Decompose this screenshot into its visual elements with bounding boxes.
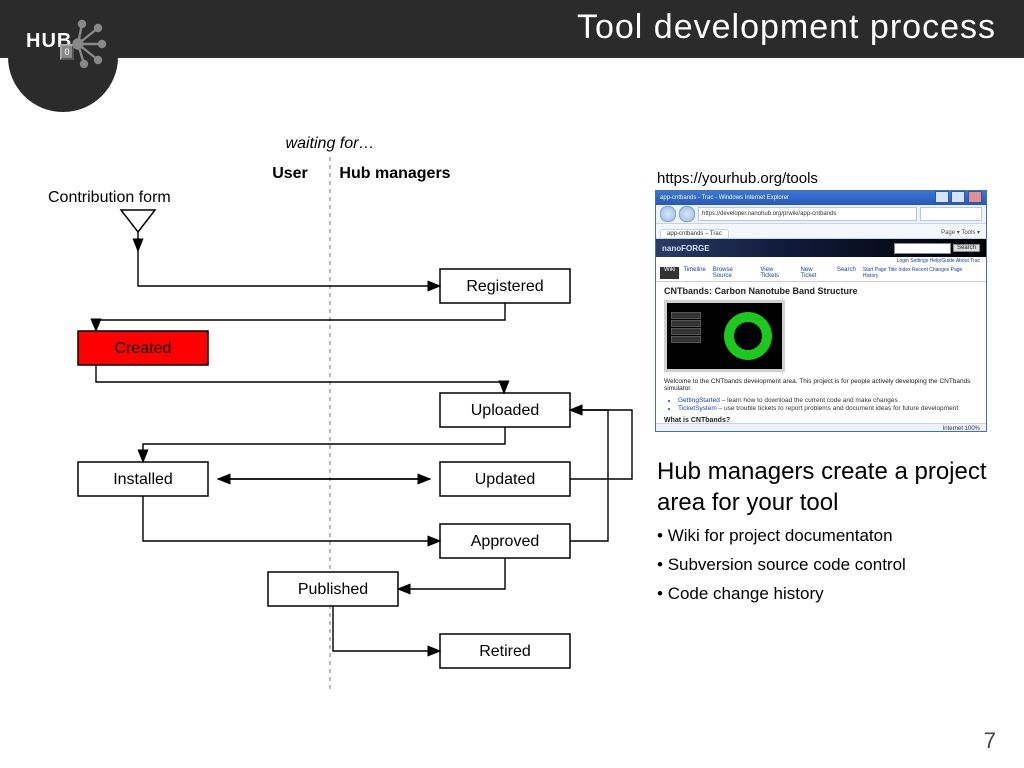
arrow (333, 606, 440, 651)
search-box (920, 207, 982, 221)
menu-browse: Browse Source (710, 267, 757, 279)
figure-controls (671, 311, 701, 344)
browser-titlebar: app-cntbands - Trac - Windows Internet E… (656, 191, 986, 205)
bullet-subversion: Subversion source code control (657, 551, 994, 580)
arrow (138, 251, 440, 286)
menu-tickets: View Tickets (757, 267, 796, 279)
node-label-uploaded: Uploaded (471, 402, 540, 419)
browser-nav-row: https://developer.nanohub.org/prwiki/app… (656, 205, 986, 224)
site-banner: nanoFORGE Search (656, 239, 986, 257)
browser-screenshot: app-cntbands - Trac - Windows Internet E… (655, 190, 987, 432)
browser-title-text: app-cntbands - Trac - Windows Internet E… (660, 195, 789, 201)
nanotube-ring-icon (724, 312, 772, 360)
close-icon (968, 191, 982, 203)
side-heading: Hub managers create a project area for y… (657, 456, 994, 518)
browser-url-caption: https://yourhub.org/tools (657, 170, 818, 187)
side-bullet-list: Wiki for project documentaton Subversion… (657, 522, 994, 609)
menu-newticket: New Ticket (798, 267, 833, 279)
arrow (96, 303, 505, 331)
forward-icon (679, 206, 695, 222)
browser-toolbar-right: Page ▾ Tools ▾ (941, 229, 980, 238)
arrow (570, 410, 632, 479)
site-search-input (894, 243, 951, 254)
menu-timeline: Timeline (680, 267, 708, 279)
link-gettingstarted: GettingStarted – learn how to download t… (678, 397, 978, 404)
menu-search: Search (834, 267, 859, 279)
node-label-registered: Registered (466, 278, 543, 295)
arrow (96, 365, 504, 393)
browser-tab: app-cntbands – Trac (660, 229, 729, 238)
arrow (398, 558, 505, 589)
site-logo-text: nanoFORGE (662, 244, 710, 253)
contribution-form-label: Contribution form (48, 189, 171, 206)
node-label-published: Published (298, 581, 368, 598)
arrow (143, 427, 505, 462)
status-text: Internet 100% (943, 426, 980, 432)
back-icon (660, 206, 676, 222)
link-ticketsystem: TicketSystem – use trouble tickets to re… (678, 405, 978, 412)
login-links: Login Settings Help/Guide About Trac (656, 257, 986, 265)
menu-wiki: Wiki (660, 267, 679, 279)
address-bar: https://developer.nanohub.org/prwiki/app… (698, 207, 917, 221)
browser-status-bar: Internet 100% (656, 423, 986, 432)
bullet-history: Code change history (657, 580, 994, 609)
node-label-installed: Installed (113, 471, 173, 488)
node-label-approved: Approved (471, 533, 540, 550)
process-flowchart: waiting for… User Hub managers Contribut… (40, 130, 660, 700)
wiki-page-title: CNTbands: Carbon Nanotube Band Structure (664, 286, 978, 296)
hub-logo: HUB 0 (8, 2, 118, 112)
page-title: Tool development process (577, 8, 996, 47)
node-label-updated: Updated (475, 471, 536, 488)
minimize-icon (935, 191, 949, 203)
site-menu: Wiki Timeline Browse Source View Tickets… (656, 265, 986, 282)
page-number: 7 (984, 728, 996, 754)
node-label-created: Created (115, 340, 172, 357)
funnel-icon (121, 210, 155, 232)
column-user-label: User (272, 165, 308, 182)
arrow (143, 496, 440, 541)
page-history-links: Start Page Title Index Recent Changes Pa… (860, 267, 982, 279)
arrow (570, 410, 608, 541)
node-label-retired: Retired (479, 643, 531, 660)
bullet-wiki: Wiki for project documentaton (657, 522, 994, 551)
column-managers-label: Hub managers (339, 165, 450, 182)
waiting-for-label: waiting for… (286, 135, 375, 152)
simulation-figure (664, 300, 785, 372)
maximize-icon (951, 191, 965, 203)
browser-tab-row: app-cntbands – Trac Page ▾ Tools ▾ (656, 224, 986, 239)
welcome-text: Welcome to the CNTbands development area… (664, 378, 978, 392)
window-buttons (934, 191, 982, 205)
site-search-button: Search (953, 244, 980, 252)
